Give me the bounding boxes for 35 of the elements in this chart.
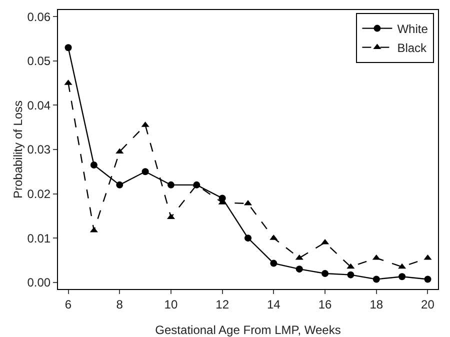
point [347,271,354,278]
point [398,273,406,280]
point [322,270,329,277]
x-tick-label: 12 [216,297,230,312]
point [398,263,406,269]
x-tick-label: 10 [164,297,178,312]
point [424,276,432,283]
point [346,263,355,269]
y-tick-label: 0.06 [27,10,51,24]
y-axis-title: Probability of Loss [11,100,26,199]
point [372,276,380,283]
y-tick-label: 0.03 [27,142,51,157]
x-tick-label: 16 [318,297,332,312]
y-tick-label: 0.05 [27,54,51,68]
y-tick-label: 0.00 [27,276,51,290]
point [270,260,278,267]
x-tick-label: 20 [421,297,435,312]
legend-label: White [397,22,428,36]
x-tick-label: 6 [64,297,72,312]
point [218,194,226,202]
point [116,181,124,188]
point [296,266,303,273]
y-tick-label: 0.02 [27,186,51,201]
point [244,234,252,242]
legend-label: Black [397,40,428,55]
x-tick-label: 18 [370,297,384,312]
x-tick-label: 8 [116,297,124,312]
y-tick-label: 0.01 [27,231,51,246]
x-tick-label: 14 [267,297,281,312]
y-tick-label: 0.04 [27,98,51,112]
point [90,162,98,168]
x-axis-title: Gestational Age From LMP, Weeks [155,323,341,337]
point [142,168,149,176]
point [64,44,72,52]
point [167,181,174,188]
